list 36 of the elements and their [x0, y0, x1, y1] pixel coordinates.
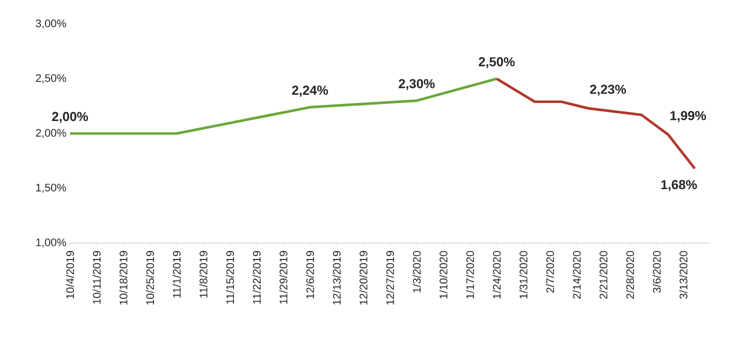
- x-tick-label: 2/14/2020: [572, 250, 581, 299]
- x-tick-label: 1/3/2020: [412, 250, 421, 292]
- y-tick-label: 2,50%: [36, 74, 66, 84]
- x-tick-label: 11/29/2019: [279, 251, 288, 304]
- data-label: 2,24%: [292, 86, 328, 97]
- x-tick-label: 1/10/2020: [439, 250, 448, 298]
- x-tick-label: 3/6/2020: [652, 250, 661, 293]
- x-tick-label: 2/7/2020: [546, 250, 554, 293]
- x-tick-label: 1/24/2020: [492, 250, 501, 298]
- x-tick-label: 12/20/2019: [359, 251, 368, 305]
- x-tick-label: 12/27/2019: [386, 251, 394, 305]
- x-tick-label: 1/31/2020: [519, 250, 528, 298]
- x-tick-label: 2/28/2020: [626, 250, 634, 299]
- x-tick-label: 2/21/2020: [599, 250, 608, 299]
- y-tick-label: 1,00%: [36, 238, 66, 248]
- x-tick-label: 12/13/2019: [332, 251, 341, 305]
- x-tick-label: 12/6/2019: [306, 251, 314, 298]
- x-tick-label: 10/4/2019: [66, 251, 74, 298]
- y-tick-label: 1,50%: [36, 184, 66, 193]
- data-label: 2,50%: [478, 57, 515, 68]
- x-tick-label: 11/8/2019: [199, 251, 208, 298]
- data-label: 2,30%: [398, 79, 435, 90]
- x-tick-label: 10/25/2019: [146, 251, 154, 305]
- x-tick-label: 10/11/2019: [92, 251, 101, 304]
- x-tick-label: 10/18/2019: [119, 251, 128, 305]
- y-tick-label: 3,00%: [36, 19, 66, 29]
- x-tick-label: 3/13/2020: [679, 250, 688, 299]
- data-label: 2,23%: [590, 84, 626, 96]
- y-tick-label: 2,00%: [36, 128, 66, 138]
- x-tick-label: 11/1/2019: [172, 251, 181, 298]
- data-label: 1,99%: [670, 111, 706, 122]
- x-tick-label: 11/22/2019: [252, 251, 261, 304]
- x-tick-label: 11/15/2019: [226, 251, 234, 304]
- x-tick-label: 1/17/2020: [466, 250, 474, 298]
- data-label: 1,68%: [661, 180, 697, 192]
- data-label: 2,00%: [52, 112, 88, 123]
